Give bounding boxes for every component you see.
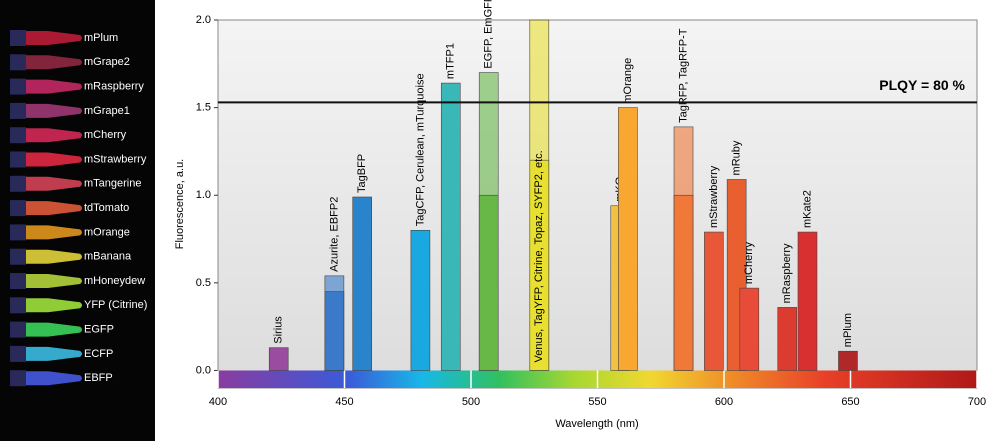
bar-inner [529,159,550,371]
tube-label: mOrange [84,226,130,238]
tube [12,79,82,94]
tube [12,176,82,191]
bar-label: Venus, TagYFP, Citrine, Topaz, SYFP2, et… [533,150,545,362]
bar-label: Sirius [273,316,285,344]
tube-label: EGFP [84,324,114,336]
tube-cap [10,54,26,71]
bar-label: mCherry [743,241,755,284]
plot: 0.0 0.5 1.0 1.5 2.0 400 450 500 550 600 650 700 Siri… [196,0,986,408]
bar-inner [324,291,345,371]
tube [12,249,82,264]
x-tick-label: 700 [968,396,986,408]
bar [268,347,289,371]
tube-label: mBanana [84,251,132,263]
bar-label: mPlum [842,313,854,347]
bar-label: TagRFP, TagRFP-T [677,28,689,123]
reference-label: PLQY = 80 % [879,77,965,93]
tube-cap [10,30,26,46]
bar [704,231,724,371]
bar-label: mStrawberry [708,165,720,228]
x-tick-label: 450 [335,396,353,408]
tube [12,55,82,70]
x-tick-label: 650 [841,396,859,408]
bar [352,196,373,371]
tube-cap [10,321,26,338]
bar [797,231,818,371]
tube [12,225,82,240]
x-tick-label: 550 [588,396,606,408]
tube-cap [10,273,26,289]
tube-cap [10,151,26,168]
y-tick-label: 2.0 [196,14,211,26]
tube-cap [10,127,26,144]
x-tick-label: 600 [715,396,733,408]
tube [12,152,82,167]
tube [12,201,82,216]
bar-label: EGFP, EmGFP, mAG1, AcGFP1, Wasabi, TagGF… [483,0,495,69]
bar-label: TagCFP, Cerulean, mTurquoise [414,73,426,226]
tube-label: ECFP [84,348,113,360]
tube-label: mHoneydew [84,275,145,287]
bar [838,350,858,371]
bar [618,107,638,371]
y-tick-label: 1.0 [196,189,211,201]
tube-cap [10,370,26,387]
bar-label: mKate2 [801,190,813,228]
bar [739,287,760,371]
tube [12,322,82,337]
tube-label: YFP (Citrine) [84,299,147,311]
bar-inner [478,194,499,371]
tube-cap [10,200,26,217]
y-tick-label: 0.5 [196,277,211,289]
tube [12,31,82,45]
tube-cap [10,345,26,362]
y-axis-label: Fluorescence, a.u. [174,159,186,250]
tube-label: mTangerine [84,178,141,190]
tube-cap [10,78,26,95]
tube-cap [10,248,26,265]
tube-label: mGrape1 [84,105,130,117]
tube-label: mCherry [84,129,127,141]
bar-label: mOrange [622,58,634,104]
tube-label: mGrape2 [84,56,130,68]
bar-label: mTFP1 [445,43,457,79]
x-tick-label: 400 [209,396,227,408]
tube-label: EBFP [84,372,113,384]
tube-label: tdTomato [84,202,129,214]
tube [12,298,82,313]
plot-area [217,19,978,389]
bar [440,82,461,371]
tube-label: mRaspberry [84,81,144,93]
tube [12,103,82,118]
bar-label: Azurite, EBFP2 [328,197,340,272]
x-axis-label: Wavelength (nm) [555,418,638,430]
tube-cap [10,102,26,119]
tube [12,274,82,288]
tube-cap [10,175,26,192]
y-tick-label: 1.5 [196,102,211,114]
y-tick-label: 0.0 [196,364,211,376]
bar [777,307,798,371]
tube-cap [10,297,26,314]
x-tick-label: 500 [462,396,480,408]
bar-label: TagBFP [356,154,368,193]
bar-inner [673,194,694,371]
tube-cap [10,224,26,241]
tube-list: mPlum mGrape2 mRaspberry mGrape1 mCherry mStr… [10,30,147,387]
bar-label: mRuby [731,140,743,175]
tube [12,346,82,361]
bar [410,229,431,371]
bar-label: mRaspberry [781,243,793,303]
tube [12,371,82,386]
tube-label: mPlum [84,32,118,44]
tube [12,128,82,143]
tube-panel [0,0,155,441]
tube-label: mStrawberry [84,153,147,165]
